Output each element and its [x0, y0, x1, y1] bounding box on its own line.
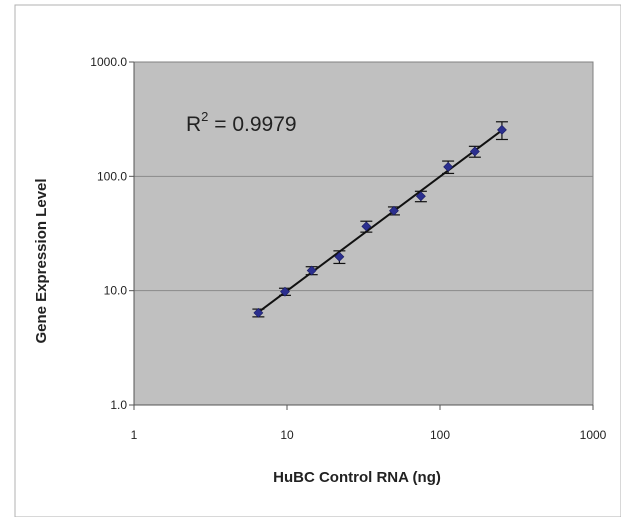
data-point [469, 146, 480, 157]
data-point [389, 205, 399, 216]
gridlines [134, 175, 593, 292]
data-point [306, 265, 317, 276]
r-squared-annotation: R2 = 0.9979 [186, 109, 297, 136]
x-tick-label: 100 [430, 428, 450, 442]
x-tick-label: 1 [131, 428, 138, 442]
y-tick-label: 1.0 [110, 398, 127, 412]
trendline [257, 129, 503, 314]
data-point [280, 286, 290, 297]
data-point [443, 161, 454, 172]
y-axis: 1.0 10.0 100.0 1000.0 [90, 55, 135, 412]
x-axis-title: HuBC Control RNA (ng) [273, 469, 441, 486]
y-tick-label: 100.0 [97, 169, 127, 183]
x-tick-label: 10 [280, 428, 294, 442]
r-squared-value: = 0.9979 [208, 113, 296, 136]
data-point [415, 191, 426, 202]
data-point [334, 251, 345, 262]
y-tick-label: 10.0 [104, 284, 128, 298]
data-point [497, 124, 507, 135]
x-tick-label: 1000 [580, 428, 607, 442]
y-tick-label: 1000.0 [90, 55, 127, 69]
trendline-group [257, 129, 503, 314]
r-squared-exponent: 2 [201, 109, 208, 124]
data-points [253, 124, 507, 318]
data-point [361, 221, 372, 232]
x-axis: 1 10 100 1000 [131, 404, 607, 442]
y-axis-title: Gene Expression Level [33, 178, 50, 343]
data-point [253, 307, 264, 318]
r-squared-base: R [186, 113, 201, 136]
